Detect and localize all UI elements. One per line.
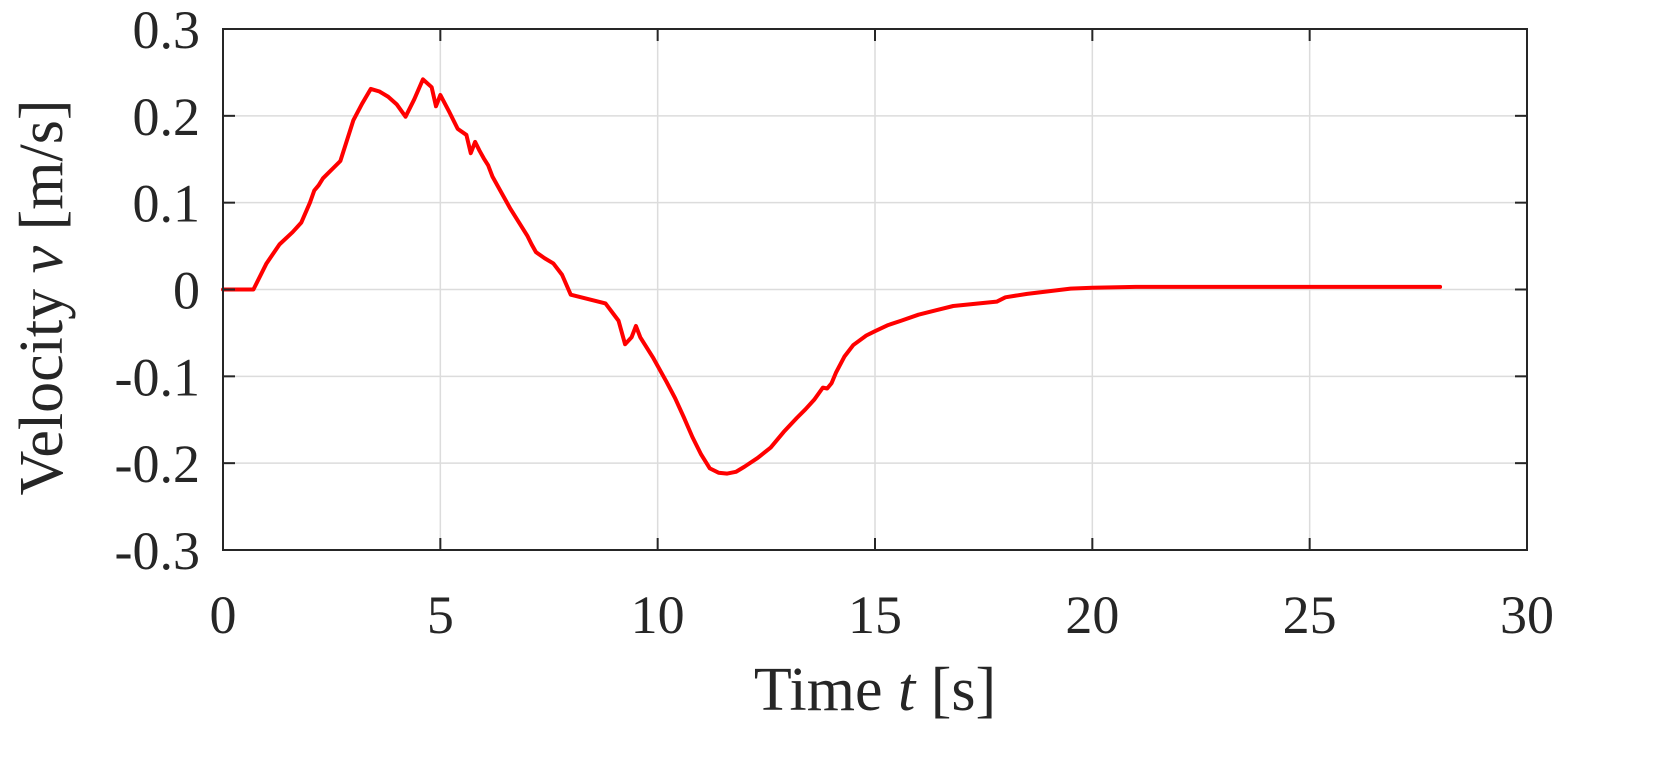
x-tick-label: 30 <box>1500 585 1554 645</box>
x-tick-label: 20 <box>1065 585 1119 645</box>
y-tick-label: -0.1 <box>115 347 200 407</box>
y-tick-label: -0.3 <box>115 521 200 581</box>
y-tick-labels: -0.3 -0.2 -0.1 0 0.1 0.2 0.3 <box>115 0 200 581</box>
y-tick-label: 0.2 <box>133 87 201 147</box>
x-tick-labels: 0 5 10 15 20 25 30 <box>210 585 1555 645</box>
x-axis-label-unit: [s] <box>915 656 996 724</box>
y-axis-label-prefix: Velocity <box>8 273 76 495</box>
y-axis-label: Velocity v [m/s] <box>8 99 76 495</box>
x-tick-label: 25 <box>1283 585 1337 645</box>
x-tick-label: 5 <box>427 585 454 645</box>
tick-marks <box>222 28 1528 551</box>
x-axis-label-variable: t <box>898 656 917 724</box>
grid <box>223 29 1527 550</box>
y-tick-label: 0 <box>173 261 200 321</box>
x-axis-label: Time t [s] <box>754 656 996 724</box>
velocity-series-line <box>221 77 1443 476</box>
x-tick-label: 15 <box>848 585 902 645</box>
y-axis-label-unit: [m/s] <box>8 99 76 245</box>
x-tick-label: 0 <box>210 585 237 645</box>
y-tick-label: -0.2 <box>115 434 200 494</box>
x-tick-label: 10 <box>631 585 685 645</box>
series-layer <box>221 77 1443 476</box>
x-axis-label-prefix: Time <box>754 656 898 724</box>
y-axis-label-variable: v <box>8 245 76 273</box>
y-tick-label: 0.3 <box>133 0 201 60</box>
y-tick-label: 0.1 <box>133 174 201 234</box>
